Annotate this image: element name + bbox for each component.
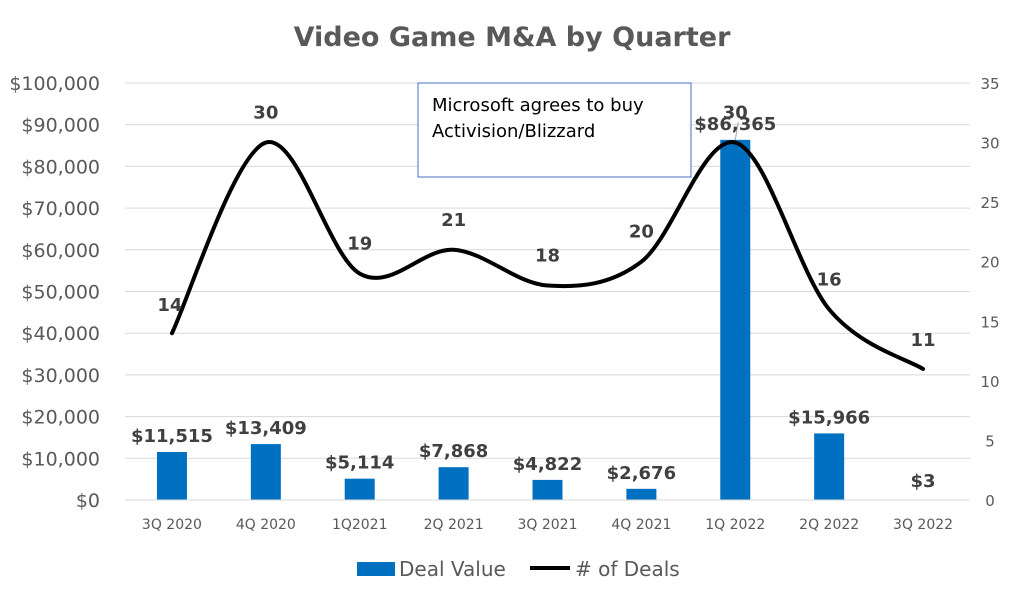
line-data-label: 30 [253,103,278,124]
bar-data-label: $3 [911,471,936,492]
annotation-text: Microsoft agrees to buy [432,95,644,116]
line-data-labels: 14 30 19 21 18 20 30 16 11 [157,103,935,351]
y-right-tick-label: 15 [980,313,999,331]
y-left-tick-label: $90,000 [21,115,100,137]
y-axis-left: $0 $10,000 $20,000 $30,000 $40,000 $50,000 $60… [9,73,100,512]
y-left-tick-label: $10,000 [21,448,100,470]
annotation-box [417,82,692,178]
x-tick-label: 1Q 2022 [705,517,765,533]
bar-data-label: $11,515 [131,426,213,447]
line-data-label: 11 [911,330,936,351]
y-right-tick-label: 5 [985,432,995,450]
bar-data-label: $4,822 [513,454,582,475]
bar-data-label: $13,409 [225,418,307,439]
legend-swatch-deal-value [357,562,395,576]
chart-title: Video Game M&A by Quarter [294,22,731,53]
x-tick-label: 3Q 2022 [893,517,953,533]
line-data-label: 20 [629,222,654,243]
x-tick-label: 4Q 2021 [611,517,671,533]
y-left-tick-label: $30,000 [21,365,100,387]
bar-deal-value [156,451,187,500]
x-tick-label: 2Q 2022 [799,517,859,533]
bar-deal-value [814,433,845,500]
y-axis-right: 0 5 10 15 20 25 30 35 [980,75,999,510]
x-axis: 3Q 2020 4Q 2020 1Q2021 2Q 2021 3Q 2021 4Q 202… [125,499,970,533]
y-left-tick-label: $20,000 [21,407,100,429]
y-left-tick-label: $70,000 [21,198,100,220]
bar-deal-value [626,488,657,500]
legend-label-deal-value: Deal Value [399,557,506,581]
y-right-tick-label: 20 [980,254,999,272]
deal-value-bars [156,139,939,500]
annotation-text: Activision/Blizzard [432,121,595,142]
bar-data-label: $7,868 [419,441,488,462]
line-data-label: 21 [441,210,466,231]
y-right-tick-label: 0 [985,492,995,510]
y-left-tick-label: $50,000 [21,282,100,304]
bar-deal-value [344,478,375,500]
deals-line-path [169,140,926,371]
line-data-label: 19 [347,234,372,255]
x-tick-label: 3Q 2020 [142,517,202,533]
deals-line [169,140,926,371]
bar-data-label: $86,365 [694,114,776,135]
line-data-label: 30 [723,103,748,124]
y-left-tick-label: $40,000 [21,323,100,345]
bar-deal-value [250,444,281,500]
y-left-tick-label: $0 [76,490,100,512]
bar-data-label: $2,676 [607,463,676,484]
line-data-label: 18 [535,246,560,267]
annotation: Microsoft agrees to buy Activision/Blizza… [417,82,739,178]
bar-data-labels: $11,515 $13,409 $5,114 $7,868 $4,822 $2,676 $8… [131,114,936,492]
y-right-tick-label: 30 [980,135,999,153]
bar-deal-value [532,479,563,500]
x-tick-label: 4Q 2020 [236,517,296,533]
bar-deal-value [720,139,751,500]
line-data-label: 14 [157,295,182,316]
legend-label-deals: # of Deals [575,557,680,581]
bar-data-label: $15,966 [788,407,870,428]
legend: Deal Value # of Deals [357,557,680,581]
line-data-label: 16 [817,269,842,290]
bar-data-label: $5,114 [325,453,394,474]
y-left-tick-label: $80,000 [21,156,100,178]
x-tick-label: 2Q 2021 [424,517,484,533]
y-left-tick-label: $60,000 [21,240,100,262]
x-tick-label: 3Q 2021 [517,517,577,533]
x-tick-label: 1Q2021 [332,517,388,533]
y-right-tick-label: 35 [980,75,999,93]
y-left-tick-label: $100,000 [9,73,100,95]
y-right-tick-label: 10 [980,373,999,391]
y-right-tick-label: 25 [980,194,999,212]
annotation-leader [734,121,739,141]
bar-deal-value [438,467,469,500]
